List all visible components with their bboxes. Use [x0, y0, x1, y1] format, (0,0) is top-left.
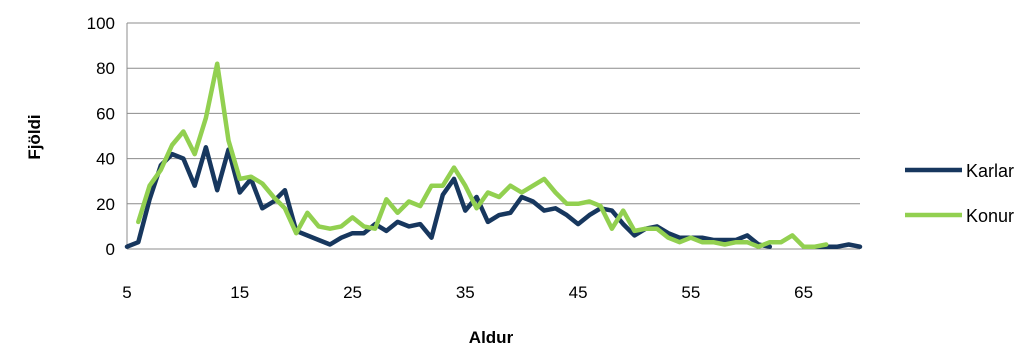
series-line-karlar — [124, 145, 773, 249]
y-tick-label: 40 — [96, 150, 115, 169]
legend: Karlar Konur — [905, 161, 1014, 226]
legend-label-konur: Konur — [966, 206, 1014, 226]
x-tick-label: 45 — [569, 283, 588, 302]
legend-label-karlar: Karlar — [966, 161, 1014, 181]
gridlines — [127, 22, 860, 205]
y-tick-label: 60 — [96, 104, 115, 123]
x-tick-label: 55 — [681, 283, 700, 302]
x-tick-label: 5 — [122, 283, 131, 302]
x-tick-label: 25 — [343, 283, 362, 302]
y-tick-label: 20 — [96, 195, 115, 214]
axes: 0 20 40 60 80 100 5 15 25 35 45 55 65 — [87, 14, 860, 302]
y-tick-label: 80 — [96, 59, 115, 78]
x-tick-label: 65 — [794, 283, 813, 302]
x-axis-title: Aldur — [469, 328, 514, 347]
y-tick-label: 0 — [106, 240, 115, 259]
x-tick-label: 35 — [456, 283, 475, 302]
y-tick-label: 100 — [87, 14, 115, 33]
x-tick-label: 15 — [230, 283, 249, 302]
series-line-konur — [136, 61, 829, 249]
series-lines — [124, 61, 863, 249]
y-axis-title: Fjöldi — [25, 114, 44, 159]
